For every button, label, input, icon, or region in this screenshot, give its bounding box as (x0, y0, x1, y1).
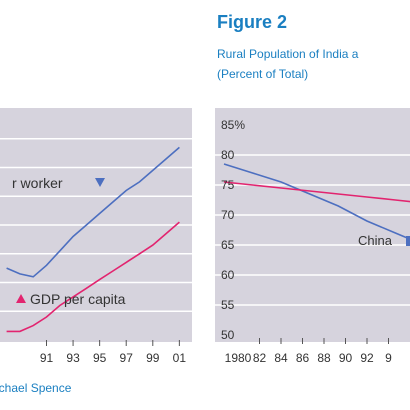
y-tick-label: 55 (221, 298, 235, 312)
gdp-annotation: GDP per capita (30, 291, 126, 307)
x-tick-label: 9 (385, 351, 392, 365)
series-line-2 (223, 181, 410, 203)
x-tick-label: 88 (317, 351, 331, 365)
right-series-lines (223, 163, 410, 240)
x-tick-label: 99 (146, 351, 160, 365)
left-x-tick-labels: 91 93 95 97 99 01 (40, 340, 187, 365)
y-tick-label: 50 (221, 328, 235, 342)
right-plot-background (215, 108, 410, 342)
china-marker-icon (406, 236, 410, 246)
x-tick-label: 1980 (225, 351, 252, 365)
y-tick-label: 75 (221, 178, 235, 192)
x-tick-label: 93 (66, 351, 80, 365)
triangle-up-icon (16, 294, 26, 303)
figure-label: Figure 2 (217, 12, 287, 32)
y-tick-label: 70 (221, 208, 235, 222)
x-tick-label: 95 (93, 351, 107, 365)
triangle-down-icon (95, 178, 105, 187)
series-line-1 (223, 163, 410, 240)
china-annotation: China (358, 233, 393, 248)
x-tick-label: 91 (40, 351, 54, 365)
x-tick-label: 90 (339, 351, 353, 365)
source-text: ichael Spence (0, 381, 72, 395)
x-tick-label: 01 (173, 351, 187, 365)
series-line-2 (6, 221, 180, 333)
y-tick-label: 80 (221, 148, 235, 162)
x-tick-label: 86 (296, 351, 310, 365)
chart-subtitle: (Percent of Total) (217, 67, 308, 81)
x-tick-label: 82 (253, 351, 267, 365)
x-tick-label: 92 (360, 351, 374, 365)
y-tick-label: 85% (221, 118, 245, 132)
y-tick-label: 60 (221, 268, 235, 282)
right-x-tick-labels: 1980 82 84 86 88 90 92 9 (225, 338, 392, 365)
y-tick-label: 65 (221, 238, 235, 252)
x-tick-label: 97 (120, 351, 134, 365)
x-tick-label: 84 (274, 351, 288, 365)
right-y-tick-labels: 85% 80 75 70 65 60 55 50 (221, 118, 245, 342)
series-line-1 (6, 146, 180, 278)
worker-annotation: r worker (12, 175, 63, 191)
chart-title: Rural Population of India a (217, 47, 359, 61)
left-series-lines (6, 146, 180, 333)
